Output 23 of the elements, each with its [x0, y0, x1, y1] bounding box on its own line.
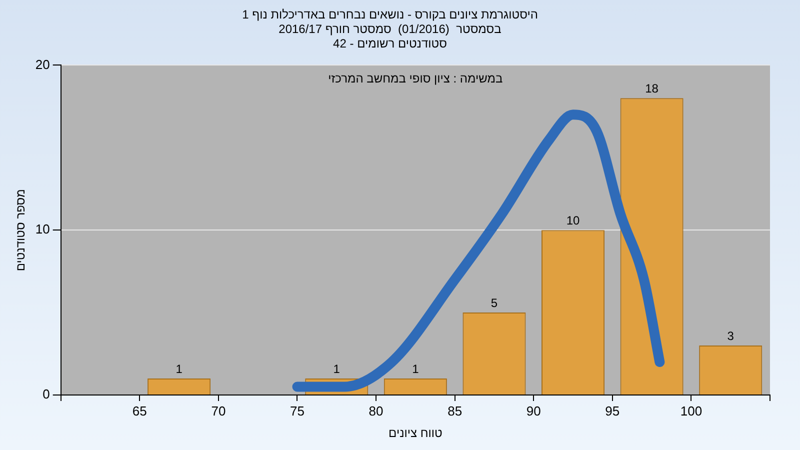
y-tick-label: 0: [42, 386, 50, 402]
x-axis-title: טווח ציונים: [388, 426, 442, 440]
y-tick-label: 20: [35, 56, 50, 72]
x-tick-label: 100: [680, 403, 702, 418]
x-tick-label: 85: [448, 403, 462, 418]
x-tick-label: 80: [368, 403, 384, 418]
x-tick-label: 75: [290, 403, 304, 418]
x-tick-label: 65: [132, 403, 147, 418]
annotation: במשימה : ציון סופי במחשב המרכזי: [328, 72, 503, 86]
x-tick-label: 95: [605, 403, 620, 418]
data-label: 1: [412, 362, 420, 376]
x-tick-label: 90: [526, 403, 541, 418]
data-label: 3: [727, 328, 734, 343]
data-label: 1: [333, 362, 340, 376]
x-tick-label: 70: [211, 403, 226, 418]
chart-subtitle: בסמסטר (01/2016) סמסטר חורף 2016/17 סטודנטים רשומים - 42: [278, 22, 502, 50]
data-label: 10: [566, 213, 580, 228]
data-label: 1: [176, 362, 183, 376]
chart-title: היסטוגרמת ציונים בקורס - נושאים נבחרים באדריכלות נוף 1: [242, 8, 538, 22]
data-label: 5: [490, 296, 498, 310]
y-axis-title: מספר סטודנטים: [14, 189, 28, 272]
y-tick-label: 10: [35, 222, 50, 237]
data-label: 18: [645, 81, 659, 96]
